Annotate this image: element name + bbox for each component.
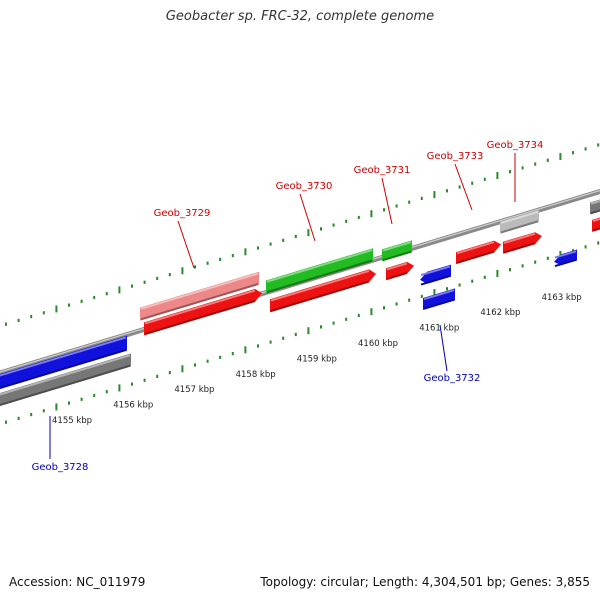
scale-label: 4161 kbp — [419, 324, 459, 334]
scale-label: 4159 kbp — [297, 354, 337, 364]
scale-label: 4156 kbp — [113, 401, 153, 411]
gene-bar-geob-3732[interactable] — [423, 288, 455, 310]
gene-bar-geob-3730[interactable] — [270, 269, 376, 313]
scale-label: 4155 kbp — [52, 416, 92, 426]
gene-bar-blue-upper[interactable] — [420, 264, 451, 286]
gene-label-geob-3731[interactable]: Geob_3731 — [354, 165, 411, 225]
gene-label-text[interactable]: Geob_3728 — [32, 462, 89, 473]
scale-labels: 4155 kbp 4156 kbp 4157 kbp 4158 kbp 4159 kbp… — [52, 293, 582, 426]
gene-label-text[interactable]: Geob_3729 — [154, 208, 211, 219]
upper-tick-track — [5, 143, 600, 326]
gene-label-geob-3728[interactable]: Geob_3728 — [32, 416, 89, 473]
gene-bar-blue-right[interactable] — [554, 249, 577, 268]
accession-text: Accession: NC_011979 — [9, 575, 146, 589]
gene-bar-geob-3733[interactable] — [456, 240, 501, 265]
scale-label: 4162 kbp — [480, 308, 520, 318]
gene-label-geob-3733[interactable]: Geob_3733 — [427, 151, 484, 211]
gene-bar-geob-3731[interactable] — [386, 261, 414, 281]
gene-label-text[interactable]: Geob_3732 — [424, 373, 481, 384]
gene-bar-pink[interactable] — [140, 271, 259, 321]
scale-label: 4163 kbp — [542, 293, 582, 303]
gene-label-geob-3732[interactable]: Geob_3732 — [424, 324, 481, 384]
gene-bar-lightgray[interactable] — [500, 210, 539, 234]
gene-bar-geob-3729[interactable] — [144, 288, 262, 336]
gene-bar-gray-reverse[interactable] — [0, 353, 131, 407]
scale-label: 4160 kbp — [358, 339, 398, 349]
gene-bar-green-long[interactable] — [266, 248, 373, 294]
scale-label: 4158 kbp — [236, 370, 276, 380]
gene-bar-edge-gray[interactable] — [590, 197, 600, 215]
lower-tick-track — [5, 241, 600, 424]
gene-labels[interactable]: Geob_3728 Geob_3729 Geob_3730 Geob_3731 Geob… — [32, 140, 544, 473]
gene-bar-geob-3728[interactable] — [0, 335, 127, 391]
genome-title: Geobacter sp. FRC-32, complete genome — [165, 9, 435, 24]
gene-label-text[interactable]: Geob_3733 — [427, 151, 484, 162]
gene-label-geob-3730[interactable]: Geob_3730 — [276, 181, 333, 242]
scale-label: 4157 kbp — [174, 385, 214, 395]
gene-label-text[interactable]: Geob_3731 — [354, 165, 411, 176]
gene-bar-green-short[interactable] — [382, 240, 412, 262]
gene-label-geob-3734[interactable]: Geob_3734 — [487, 140, 544, 202]
gene-label-geob-3729[interactable]: Geob_3729 — [154, 208, 211, 269]
gene-features[interactable] — [0, 197, 600, 408]
gene-bar-edge-forward[interactable] — [592, 215, 600, 232]
topology-summary: Topology: circular; Length: 4,304,501 bp… — [260, 575, 590, 589]
gene-label-text[interactable]: Geob_3730 — [276, 181, 333, 192]
gene-label-text[interactable]: Geob_3734 — [487, 140, 544, 151]
gene-bar-geob-3734[interactable] — [503, 232, 542, 254]
